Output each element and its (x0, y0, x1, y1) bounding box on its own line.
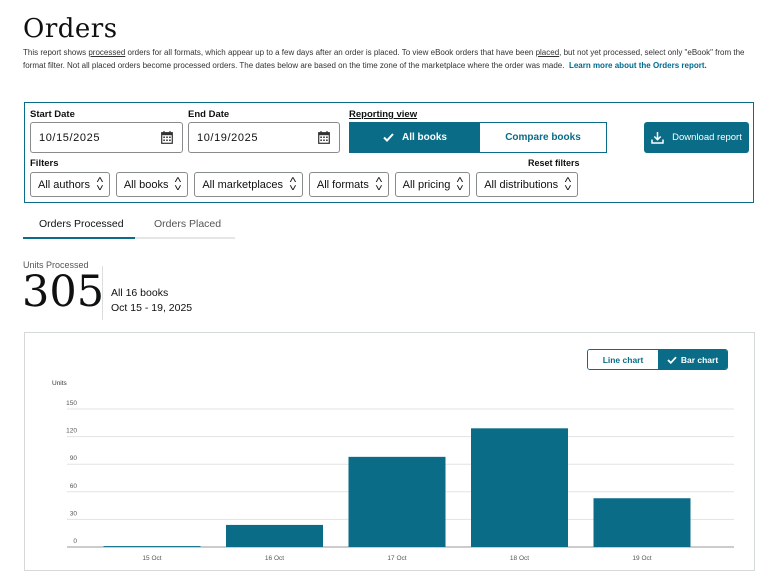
report-tabs: Orders Processed Orders Placed (23, 213, 235, 239)
summary-divider (102, 266, 103, 320)
orders-bar-chart: Units 0 30 60 90 120 150 15 Oct 16 Oct 17 Oct 18 O… (52, 380, 734, 562)
y-tick-label: 60 (70, 483, 78, 490)
chevron-updown-icon: ˄ ˅ (374, 174, 383, 194)
reporting-view-label: Reporting view (349, 109, 418, 120)
chevron-updown-icon: ˄ ˅ (289, 174, 297, 194)
books-filter[interactable]: All books ˄ ˅ (115, 172, 189, 197)
chart-type-toggle: Line chart Bar chart (587, 349, 728, 370)
summary-details: All 16 books Oct 15 - 19, 2025 (111, 286, 192, 316)
y-tick-label: 0 (73, 538, 77, 545)
line-chart-button[interactable]: Line chart (588, 350, 658, 369)
learn-more-link[interactable]: Learn more about the Orders report. (568, 60, 707, 70)
start-date-field[interactable]: 10/15/2025 (30, 122, 183, 153)
tab-orders-processed[interactable]: Orders Processed (39, 218, 124, 230)
reset-filters-link[interactable]: Reset filters (528, 158, 580, 168)
download-report-button[interactable]: Download report (644, 122, 749, 153)
calendar-icon[interactable] (161, 131, 173, 144)
chart-card: Line chart Bar chart Units 0 30 60 90 120 150 1… (24, 332, 755, 571)
reporting-view-toggle: All books Compare books (349, 122, 607, 153)
placed-link[interactable]: placed (535, 48, 560, 57)
desc-part-3: , but not yet processed, select only "eB… (23, 48, 745, 70)
chevron-updown-icon: ˄ ˅ (96, 174, 104, 194)
pricing-filter[interactable]: All pricing ˄ ˅ (394, 172, 471, 197)
all-books-option[interactable]: All books (350, 123, 480, 152)
all-books-label: All books (401, 132, 447, 143)
distributions-filter-value: All distributions (484, 178, 559, 191)
bar-16-oct (226, 524, 323, 547)
page-description: This report shows processed orders for a… (23, 47, 745, 72)
authors-filter-value: All authors (38, 178, 90, 191)
download-report-label: Download report (672, 132, 742, 143)
end-date-label: End Date (188, 109, 230, 120)
books-filter-value: All books (123, 178, 169, 191)
formats-filter[interactable]: All formats ˄ ˅ (308, 172, 389, 197)
x-tick-label: 18 Oct (510, 555, 529, 562)
distributions-filter[interactable]: All distributions ˄ ˅ (476, 172, 579, 197)
pricing-filter-value: All pricing (402, 178, 451, 191)
compare-books-label: Compare books (505, 132, 581, 143)
start-date-label: Start Date (30, 109, 75, 120)
y-tick-label: 120 (66, 428, 77, 435)
bar-15-oct (103, 546, 201, 547)
marketplaces-filter[interactable]: All marketplaces ˄ ˅ (194, 172, 303, 197)
bar-chart-label: Bar chart (680, 354, 719, 365)
bar-17-oct (348, 456, 446, 547)
checkmark-icon (667, 356, 677, 364)
start-date-value: 10/15/2025 (39, 132, 101, 144)
y-tick-label: 30 (70, 510, 78, 517)
x-tick-label: 15 Oct (142, 555, 161, 562)
x-tick-label: 19 Oct (632, 555, 651, 562)
marketplaces-filter-value: All marketplaces (202, 178, 284, 191)
y-axis-label: Units (52, 380, 68, 387)
units-processed-value: 305 (22, 267, 105, 317)
y-tick-label: 90 (70, 455, 78, 462)
chevron-updown-icon: ˄ ˅ (174, 174, 183, 194)
x-tick-label: 17 Oct (387, 555, 406, 562)
chevron-updown-icon: ˄ ˅ (456, 174, 465, 194)
filters-panel: Start Date 10/15/2025 End Date 10/19/202… (24, 102, 754, 203)
desc-part-1: This report shows (23, 48, 89, 57)
bar-chart-button[interactable]: Bar chart (658, 350, 727, 369)
formats-filter-value: All formats (316, 178, 369, 191)
line-chart-label: Line chart (602, 354, 644, 365)
compare-books-option[interactable]: Compare books (480, 123, 606, 152)
processed-link[interactable]: processed (88, 48, 126, 57)
checkmark-icon (383, 133, 394, 142)
bar-18-oct (471, 428, 568, 547)
end-date-value: 10/19/2025 (197, 132, 259, 144)
summary-scope: All 16 books (111, 287, 169, 299)
tab-orders-placed[interactable]: Orders Placed (154, 218, 222, 230)
bar-19-oct (593, 498, 691, 547)
filters-label: Filters (30, 158, 59, 169)
page-title: Orders (23, 14, 118, 44)
download-icon (651, 132, 664, 144)
filter-dropdowns: All authors ˄ ˅ All books ˄ ˅ All marketplac… (30, 172, 579, 197)
desc-part-2: orders for all formats, which appear up … (125, 48, 536, 57)
x-tick-label: 16 Oct (265, 555, 284, 562)
authors-filter[interactable]: All authors ˄ ˅ (30, 172, 110, 197)
summary-range: Oct 15 - 19, 2025 (111, 302, 193, 314)
y-tick-label: 150 (66, 400, 77, 407)
calendar-icon[interactable] (318, 131, 330, 144)
active-tab-indicator (23, 237, 135, 239)
end-date-field[interactable]: 10/19/2025 (188, 122, 340, 153)
units-processed-label: Units Processed (23, 260, 89, 270)
chevron-updown-icon: ˄ ˅ (564, 174, 572, 194)
